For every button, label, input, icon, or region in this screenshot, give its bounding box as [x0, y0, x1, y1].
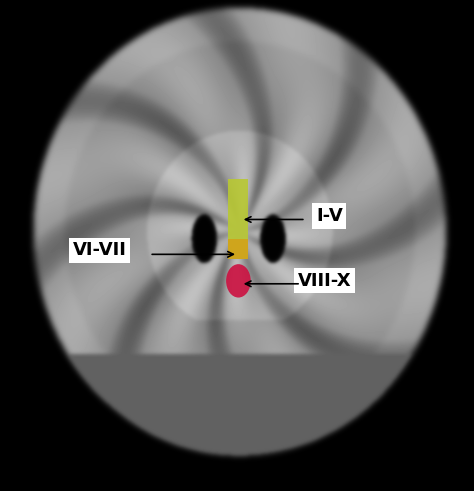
Bar [228, 179, 248, 259]
Text: a: a [9, 7, 18, 22]
Text: I-V: I-V [316, 207, 343, 225]
Text: VIII-X: VIII-X [298, 272, 352, 290]
Bar [228, 239, 248, 259]
Text: VI-VII: VI-VII [73, 242, 127, 259]
Ellipse shape [226, 264, 251, 298]
